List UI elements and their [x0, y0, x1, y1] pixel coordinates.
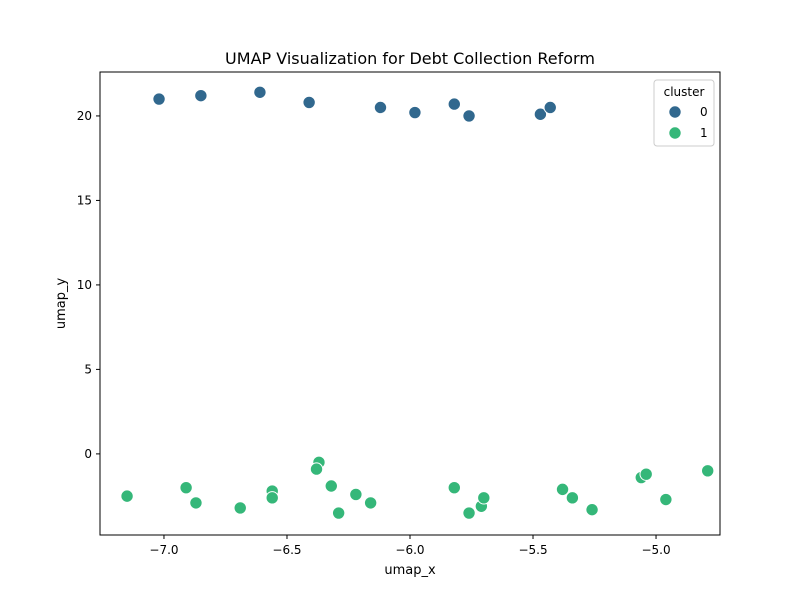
x-tick-label: −5.0 [641, 543, 670, 557]
point-cluster-0 [302, 95, 316, 110]
chart-title: UMAP Visualization for Debt Collection R… [225, 49, 595, 68]
y-tick-label: 10 [77, 278, 92, 292]
y-tick-label: 15 [77, 193, 92, 207]
point-cluster-1 [585, 502, 599, 517]
x-tick-label: −6.5 [272, 543, 301, 557]
y-axis-label: umap_y [54, 278, 69, 330]
point-cluster-1 [565, 491, 580, 505]
legend: cluster 0 1 [653, 79, 715, 147]
point-cluster-1 [555, 482, 570, 497]
point-cluster-1 [477, 491, 491, 505]
point-cluster-0 [408, 105, 422, 120]
point-cluster-0 [462, 109, 476, 123]
point-cluster-1 [447, 480, 461, 495]
point-cluster-0 [253, 85, 267, 99]
point-cluster-0 [447, 97, 461, 111]
x-tick-label: −7.0 [149, 543, 178, 557]
point-cluster-1 [331, 506, 346, 520]
y-tick-label: 20 [77, 109, 92, 123]
x-axis-label: umap_x [384, 563, 436, 578]
point-cluster-0 [533, 107, 548, 121]
point-cluster-0 [152, 92, 166, 106]
point-cluster-1 [309, 462, 324, 476]
legend-label-0: 0 [700, 105, 708, 119]
x-tick-label: −5.5 [518, 543, 547, 557]
point-cluster-0 [543, 100, 557, 115]
point-cluster-1 [120, 489, 134, 503]
plot-frame [99, 71, 721, 536]
legend-frame [653, 79, 715, 147]
y-tick-label: 0 [84, 447, 92, 461]
point-cluster-1 [462, 506, 476, 520]
point-cluster-1 [179, 480, 193, 495]
point-cluster-1 [639, 467, 653, 481]
legend-marker-0 [668, 105, 682, 119]
legend-marker-1 [668, 126, 682, 140]
point-cluster-1 [659, 492, 673, 507]
point-cluster-1 [233, 501, 247, 515]
x-tick-label: −6.0 [395, 543, 424, 557]
point-cluster-1 [189, 496, 203, 510]
point-cluster-1 [363, 496, 378, 510]
legend-label-1: 1 [700, 126, 708, 140]
legend-title: cluster [664, 85, 705, 99]
point-cluster-1 [324, 479, 338, 493]
point-cluster-1 [265, 491, 279, 505]
point-cluster-1 [700, 464, 715, 478]
point-cluster-0 [194, 88, 208, 103]
point-cluster-1 [349, 487, 363, 502]
y-tick-label: 5 [84, 362, 92, 376]
point-cluster-0 [373, 100, 388, 115]
